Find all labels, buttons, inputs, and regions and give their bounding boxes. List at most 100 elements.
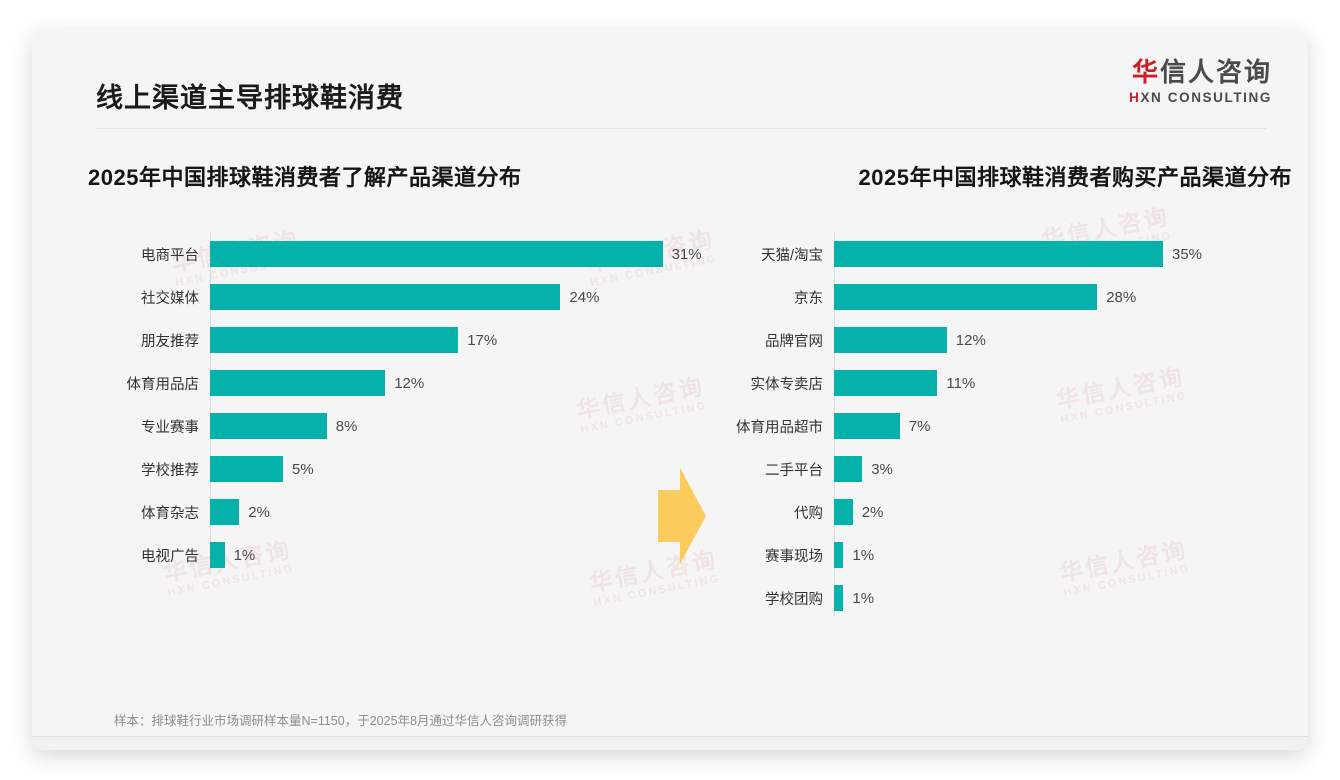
bar-track: 1%: [210, 541, 668, 569]
bar-fill: [210, 327, 459, 353]
bar-category-label: 电视广告: [141, 548, 199, 565]
header-divider: [96, 128, 1266, 129]
right-arrow-icon: [650, 468, 706, 564]
bar-track: 24%: [210, 283, 668, 311]
bar-fill: [210, 499, 240, 525]
bar-value-label: 5%: [292, 460, 314, 478]
bar-category-label: 体育用品店: [126, 376, 200, 393]
bar-track: 3%: [834, 455, 1292, 483]
bar-fill: [210, 413, 327, 439]
bar-chart-purchase: 天猫/淘宝 35% 京东 28% 品牌官网 12% 实体专卖店 11% 体育用品超市 7% 二手平台…: [722, 232, 1292, 616]
bar-value-label: 1%: [233, 546, 256, 564]
bar-category-label: 专业赛事: [141, 419, 199, 436]
bar-fill: [210, 370, 386, 396]
bar-category-label: 代购: [794, 505, 823, 522]
bar-row: 电商平台 31%: [88, 240, 702, 268]
bar-category-label: 实体专卖店: [750, 376, 824, 393]
source-note: 样本：排球鞋行业市场调研样本量N=1150，于2025年8月通过华信人咨询调研获…: [114, 714, 567, 728]
logo-english: HXN CONSULTING: [1129, 90, 1272, 105]
bar-fill: [210, 241, 663, 267]
bar-row: 赛事现场 1%: [722, 541, 1292, 569]
bar-row: 体育用品店 12%: [88, 369, 668, 397]
bar-row: 京东 28%: [722, 283, 1292, 311]
bar-category-label: 体育杂志: [141, 505, 199, 522]
bar-fill: [834, 327, 947, 353]
bar-row: 代购 2%: [722, 498, 1292, 526]
bar-track: 8%: [210, 412, 668, 440]
bar-value-label: 12%: [955, 331, 986, 349]
logo-en-rest: XN CONSULTING: [1140, 89, 1272, 105]
panel-title-left: 2025年中国排球鞋消费者了解产品渠道分布: [88, 165, 522, 190]
slide-header: 线上渠道主导排球鞋消费 华信人咨询 HXN CONSULTING: [32, 30, 1308, 129]
logo-chinese: 华信人咨询: [1129, 58, 1272, 87]
company-logo: 华信人咨询 HXN CONSULTING: [1129, 58, 1272, 105]
bar-row: 实体专卖店 11%: [722, 369, 1292, 397]
bar-category-label: 二手平台: [765, 462, 823, 479]
bar-category-label: 品牌官网: [765, 333, 823, 350]
bar-category-label: 京东: [794, 290, 823, 307]
bar-value-label: 31%: [671, 245, 702, 263]
bar-track: 7%: [834, 412, 1292, 440]
panel-purchase-channels: 2025年中国排球鞋消费者购买产品渠道分布 天猫/淘宝 35% 京东 28% 品牌官网 1…: [722, 160, 1292, 627]
bar-category-label: 学校团购: [765, 591, 823, 608]
bar-track: 1%: [834, 584, 1292, 612]
bar-value-label: 7%: [908, 417, 931, 435]
bar-fill: [834, 241, 1163, 267]
bar-category-label: 学校推荐: [141, 462, 199, 479]
panel-title-right: 2025年中国排球鞋消费者购买产品渠道分布: [858, 165, 1292, 190]
bar-track: 28%: [834, 283, 1292, 311]
bar-row: 体育杂志 2%: [88, 498, 668, 526]
logo-cn-rest: 信人咨询: [1159, 57, 1272, 87]
page-title: 线上渠道主导排球鞋消费: [96, 83, 404, 113]
bar-row: 专业赛事 8%: [88, 412, 668, 440]
bar-row: 电视广告 1%: [88, 541, 668, 569]
bar-fill: [834, 585, 844, 611]
bar-fill: [834, 284, 1098, 310]
bar-value-label: 1%: [852, 546, 875, 564]
bar-category-label: 体育用品超市: [736, 419, 823, 436]
logo-en-red: H: [1129, 89, 1141, 105]
bar-fill: [834, 413, 900, 439]
bar-value-label: 1%: [852, 589, 875, 607]
bar-value-label: 12%: [394, 374, 425, 392]
bar-value-label: 2%: [861, 503, 884, 521]
bar-fill: [210, 284, 561, 310]
bar-track: 2%: [210, 498, 668, 526]
slide-card: 华信人咨询 HXN CONSULTING 华信人咨询 HXN CONSULTIN…: [32, 30, 1308, 750]
bar-track: 17%: [210, 326, 668, 354]
bar-track: 2%: [834, 498, 1292, 526]
panel-awareness-channels: 2025年中国排球鞋消费者了解产品渠道分布 电商平台 31% 社交媒体 24% 朋友推荐…: [88, 160, 702, 584]
bar-category-label: 电商平台: [141, 247, 199, 264]
bar-track: 12%: [834, 326, 1292, 354]
footer-divider: [32, 736, 1308, 737]
bar-row: 学校推荐 5%: [88, 455, 668, 483]
bar-value-label: 24%: [569, 288, 600, 306]
bar-value-label: 8%: [335, 417, 358, 435]
bar-row: 学校团购 1%: [722, 584, 1292, 612]
bar-fill: [834, 370, 938, 396]
bar-track: 35%: [834, 240, 1292, 268]
bar-track: 31%: [210, 240, 702, 268]
bar-chart-awareness: 电商平台 31% 社交媒体 24% 朋友推荐 17% 体育用品店 12% 专业赛事 8% 学校推荐 5…: [88, 232, 702, 573]
bar-row: 天猫/淘宝 35%: [722, 240, 1292, 268]
bar-fill: [210, 456, 283, 482]
bar-row: 体育用品超市 7%: [722, 412, 1292, 440]
bar-track: 1%: [834, 541, 1292, 569]
bar-fill: [834, 499, 853, 525]
bar-fill: [834, 542, 844, 568]
bar-fill: [834, 456, 863, 482]
bar-value-label: 17%: [467, 331, 498, 349]
bar-category-label: 社交媒体: [141, 290, 199, 307]
bar-value-label: 2%: [248, 503, 270, 521]
bar-row: 朋友推荐 17%: [88, 326, 668, 354]
bar-track: 11%: [834, 369, 1292, 397]
bar-track: 12%: [210, 369, 668, 397]
bar-value-label: 3%: [871, 460, 893, 478]
bar-value-label: 28%: [1106, 288, 1137, 306]
bar-value-label: 35%: [1172, 245, 1203, 263]
bar-category-label: 朋友推荐: [141, 333, 199, 350]
bar-category-label: 赛事现场: [765, 548, 823, 565]
bar-value-label: 11%: [946, 374, 976, 392]
bar-row: 二手平台 3%: [722, 455, 1292, 483]
bar-row: 品牌官网 12%: [722, 326, 1292, 354]
